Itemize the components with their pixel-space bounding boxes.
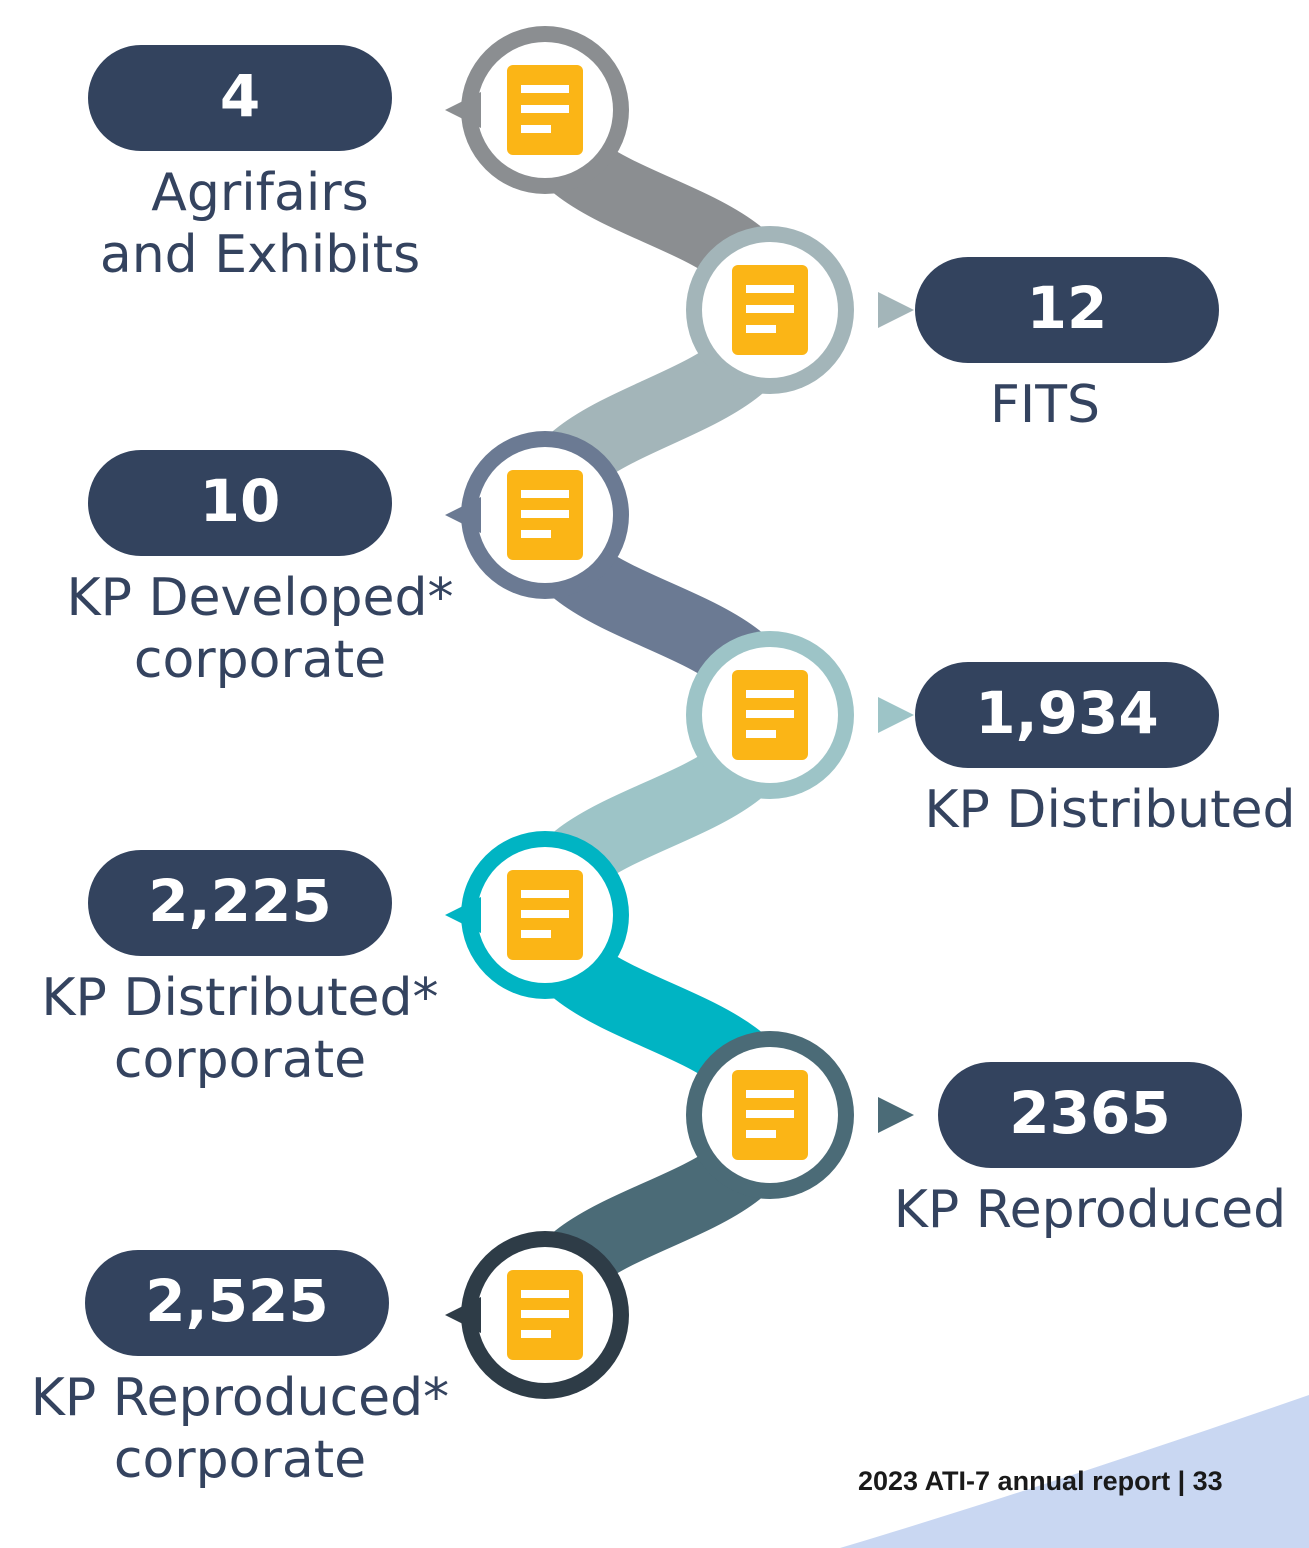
arrow xyxy=(878,1097,914,1133)
value: 2365 xyxy=(1009,1079,1170,1147)
swoosh xyxy=(840,1395,1309,1548)
label: corporate xyxy=(134,630,386,690)
icon-detail xyxy=(521,105,569,113)
value: 4 xyxy=(220,62,260,130)
icon-detail xyxy=(521,910,569,918)
value: 2,225 xyxy=(148,867,331,935)
arrow xyxy=(445,897,481,933)
value-pill xyxy=(88,45,392,151)
icon-detail xyxy=(746,285,794,293)
arrow xyxy=(445,92,481,128)
value: 12 xyxy=(1027,274,1108,342)
icon-detail xyxy=(746,1110,794,1118)
value: 1,934 xyxy=(975,679,1158,747)
footer: 2023 ATI-7 annual report | 33 xyxy=(858,1466,1223,1496)
label: and Exhibits xyxy=(100,225,420,285)
icon-detail xyxy=(521,1310,569,1318)
arrow xyxy=(878,292,914,328)
value-pill xyxy=(88,850,392,956)
arrow xyxy=(445,497,481,533)
label: KP Developed* xyxy=(66,568,453,628)
icon-detail xyxy=(746,1090,794,1098)
icon-detail xyxy=(521,530,551,538)
value-pill xyxy=(938,1062,1242,1168)
label: Agrifairs xyxy=(151,163,369,223)
value: 2,525 xyxy=(145,1267,328,1335)
value-pill xyxy=(915,257,1219,363)
icon-detail xyxy=(746,690,794,698)
value-pill xyxy=(85,1250,389,1356)
icon-detail xyxy=(521,890,569,898)
value-pill xyxy=(88,450,392,556)
icon-detail xyxy=(521,510,569,518)
icon-detail xyxy=(746,710,794,718)
label: KP Distributed* xyxy=(41,968,438,1028)
icon-detail xyxy=(746,325,776,333)
label: corporate xyxy=(114,1430,366,1490)
icon-detail xyxy=(746,730,776,738)
label: FITS xyxy=(990,375,1100,435)
icon-detail xyxy=(521,125,551,133)
label: KP Reproduced* xyxy=(31,1368,449,1428)
icon-detail xyxy=(521,85,569,93)
arrow xyxy=(878,697,914,733)
icon-detail xyxy=(521,1330,551,1338)
icon-detail xyxy=(521,1290,569,1298)
value: 10 xyxy=(200,467,281,535)
icon-detail xyxy=(521,490,569,498)
icon-detail xyxy=(746,305,794,313)
label: KP Reproduced xyxy=(894,1180,1286,1240)
icon-detail xyxy=(746,1130,776,1138)
icon-detail xyxy=(521,930,551,938)
label: corporate xyxy=(114,1030,366,1090)
arrow xyxy=(445,1297,481,1333)
label: KP Distributed xyxy=(924,780,1295,840)
value-pill xyxy=(915,662,1219,768)
